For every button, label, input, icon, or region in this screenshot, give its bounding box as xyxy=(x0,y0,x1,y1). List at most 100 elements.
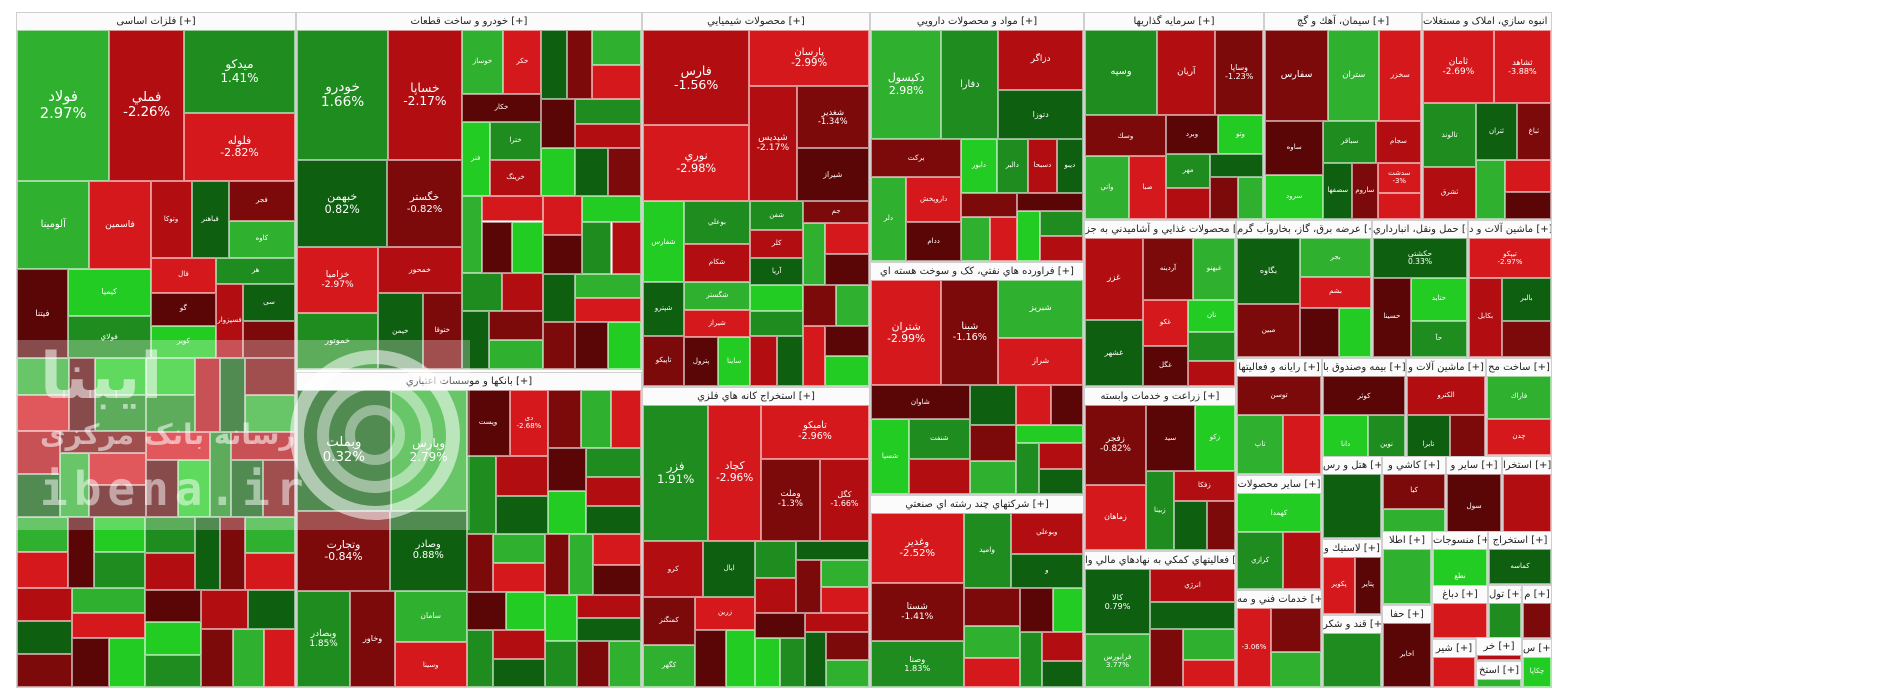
tile-filler[interactable] xyxy=(488,340,543,369)
tile-filler[interactable] xyxy=(466,533,493,592)
tile-زکو[interactable]: زکو xyxy=(1194,404,1235,471)
sector-title[interactable]: فراورده هاي نفتي، کک و سوخت هسته اي [+] xyxy=(871,263,1083,282)
tile-filler[interactable] xyxy=(512,221,543,273)
tile-filler[interactable] xyxy=(754,540,797,579)
tile-filler[interactable] xyxy=(825,325,869,356)
tile-بشم[interactable]: بشم xyxy=(1300,276,1371,309)
sector-title[interactable]: رايانه و فعاليتها [+] xyxy=(1237,358,1321,377)
tile-filler[interactable] xyxy=(1015,425,1083,444)
tile-filler[interactable] xyxy=(592,564,641,596)
tile-آريان[interactable]: آريان xyxy=(1157,30,1216,116)
tile-دتوزا[interactable]: دتوزا xyxy=(998,89,1083,139)
sector-title[interactable]: قند و شكر [+] xyxy=(1323,615,1381,634)
tile-filler[interactable] xyxy=(567,30,593,100)
tile-filler[interactable] xyxy=(586,476,641,506)
tile-آردينه[interactable]: آردينه xyxy=(1142,238,1194,300)
tile-filler[interactable] xyxy=(541,99,576,148)
tile-filler[interactable] xyxy=(1504,160,1551,192)
tile-شسپا[interactable]: شسپا xyxy=(871,419,909,494)
tile-filler[interactable] xyxy=(1433,657,1475,688)
tile-کگهر[interactable]: کگهر xyxy=(643,644,696,688)
tile-شبريز[interactable]: شبريز xyxy=(998,280,1083,338)
sector-28[interactable]: اطلا [+] xyxy=(1382,531,1432,605)
tile-filler[interactable] xyxy=(580,390,612,448)
tile-filler[interactable] xyxy=(592,65,641,100)
tile-filler[interactable] xyxy=(145,358,196,395)
tile-بكابل[interactable]: بكابل xyxy=(1469,277,1502,357)
tile-filler[interactable] xyxy=(803,325,826,386)
tile-filler[interactable] xyxy=(1039,236,1083,262)
tile-filler[interactable] xyxy=(242,321,295,359)
tile-filler[interactable] xyxy=(245,553,295,590)
tile-filler[interactable] xyxy=(541,30,568,100)
tile-دزاگر[interactable]: دزاگر xyxy=(998,30,1083,90)
tile-و[interactable]: و xyxy=(1010,553,1083,589)
tile-filler[interactable] xyxy=(1015,385,1051,426)
sector-title[interactable]: زراعت و خدمات وابسته [+] xyxy=(1085,387,1235,406)
tile-filler[interactable] xyxy=(145,460,178,517)
sector-title[interactable]: حفا [+] xyxy=(1383,605,1431,624)
tile-filler[interactable] xyxy=(969,385,1016,426)
tile-توسن[interactable]: توسن xyxy=(1237,375,1321,416)
tile-filler[interactable] xyxy=(582,221,612,275)
tile-filler[interactable] xyxy=(963,625,1021,659)
tile-filler[interactable] xyxy=(68,358,95,432)
sector-title[interactable]: عرضه برق، گاز، بخاروآب گرم [+] xyxy=(1237,221,1371,240)
tile-کوثر[interactable]: کوثر xyxy=(1323,375,1405,416)
sector-title[interactable]: سيمان، آهك و گچ [+] xyxy=(1265,13,1421,32)
tile-ثتران[interactable]: ثتران xyxy=(1476,102,1517,161)
tile-خکار[interactable]: خکار xyxy=(461,93,542,122)
tile-filler[interactable] xyxy=(1017,193,1083,211)
sector-36[interactable]: استخ [+] xyxy=(1476,661,1522,689)
tile-ايال[interactable]: ايال xyxy=(703,540,755,597)
tile-filler[interactable] xyxy=(544,533,569,596)
tile-حکشتی[interactable]: حکشتی 0.33% xyxy=(1373,238,1467,278)
tile-وتجارت[interactable]: وتجارت -0.84% xyxy=(297,510,390,591)
tile-خوساز[interactable]: خوساز xyxy=(461,30,504,94)
tile-filler[interactable] xyxy=(245,394,295,432)
tile-وبرد[interactable]: وبرد xyxy=(1166,115,1218,154)
tile-filler[interactable] xyxy=(1383,549,1431,604)
tile-خيمن[interactable]: خيمن xyxy=(378,293,423,369)
sector-title[interactable]: محصولات غذايي و آشاميدني به جز [+] xyxy=(1085,221,1235,240)
tile-شستا[interactable]: شستا -1.41% xyxy=(871,583,964,641)
tile-تالوند[interactable]: تالوند xyxy=(1423,102,1477,167)
tile-filler[interactable] xyxy=(821,559,869,587)
tile-filler[interactable] xyxy=(1476,160,1505,220)
tile-کگل[interactable]: کگل -1.66% xyxy=(819,459,869,541)
tile-کيميا[interactable]: کيميا xyxy=(67,268,151,317)
tile-filler[interactable] xyxy=(220,516,246,590)
tile-filler[interactable] xyxy=(961,217,991,262)
tile-وبوعلي[interactable]: وبوعلي xyxy=(1010,512,1083,554)
tile-وسپه[interactable]: وسپه xyxy=(1085,30,1158,116)
tile-filler[interactable] xyxy=(17,474,61,517)
tile-filler[interactable] xyxy=(17,552,69,588)
tile-filler[interactable] xyxy=(492,658,545,688)
tile-filler[interactable] xyxy=(262,460,295,517)
tile-filler[interactable] xyxy=(230,431,295,460)
tile-پارسان[interactable]: پارسان -2.99% xyxy=(749,30,869,86)
tile-filler[interactable] xyxy=(71,587,146,613)
tile-filler[interactable] xyxy=(990,217,1018,262)
tile-غگل[interactable]: غگل xyxy=(1142,346,1189,386)
tile-بالبر[interactable]: بالبر xyxy=(1501,277,1551,321)
tile-غبهنو[interactable]: غبهنو xyxy=(1193,238,1235,300)
tile-filler[interactable] xyxy=(68,516,94,588)
tile-filler[interactable] xyxy=(825,355,869,386)
tile-filler[interactable] xyxy=(466,630,493,688)
tile-filler[interactable] xyxy=(1503,473,1551,538)
tile-filler[interactable] xyxy=(482,195,543,222)
tile-filler[interactable] xyxy=(1323,632,1381,688)
tile-filler[interactable] xyxy=(776,335,804,386)
tile-جم[interactable]: جم xyxy=(803,201,869,223)
sector-title[interactable]: مواد و محصولات دارويي [+] xyxy=(871,13,1083,32)
sector-35[interactable]: خر [+] xyxy=(1476,636,1522,662)
tile-واتي[interactable]: واتي xyxy=(1085,156,1129,220)
tile-فيتنا[interactable]: فيتنا xyxy=(17,268,68,359)
sector-title[interactable]: تول [+] xyxy=(1489,586,1521,605)
sector-title[interactable]: استخراج [+] xyxy=(1489,532,1551,551)
sector-title[interactable]: فعاليتهاي کمکي به نهادهاي مالي وا [+] xyxy=(1085,552,1235,571)
tile-filler[interactable] xyxy=(488,311,543,341)
tile-filler[interactable] xyxy=(969,425,1016,462)
tile-filler[interactable] xyxy=(94,394,146,432)
